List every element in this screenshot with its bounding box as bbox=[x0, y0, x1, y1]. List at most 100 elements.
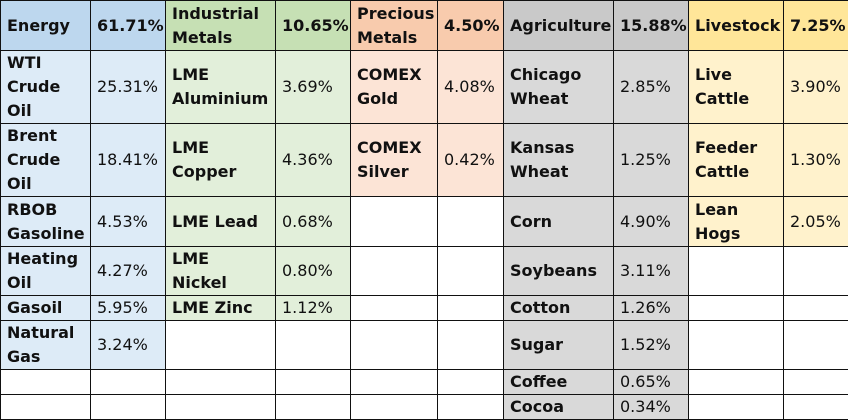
empty-cell bbox=[351, 370, 438, 395]
empty-cell bbox=[438, 321, 504, 370]
empty-cell bbox=[351, 296, 438, 321]
commodity-name: Coffee bbox=[504, 370, 614, 395]
empty-cell bbox=[166, 321, 276, 370]
empty-cell bbox=[438, 296, 504, 321]
empty-cell bbox=[351, 321, 438, 370]
empty-cell bbox=[784, 321, 848, 370]
commodity-weight: 0.65% bbox=[614, 370, 689, 395]
commodity-name: WTI Crude Oil bbox=[1, 51, 91, 124]
commodity-name: Feeder Cattle bbox=[689, 124, 784, 197]
empty-cell bbox=[784, 247, 848, 296]
sector-weight: 61.71% bbox=[91, 1, 166, 51]
empty-cell bbox=[689, 370, 784, 395]
empty-cell bbox=[438, 197, 504, 247]
commodity-weight: 4.27% bbox=[91, 247, 166, 296]
empty-cell bbox=[689, 296, 784, 321]
commodity-name: Live Cattle bbox=[689, 51, 784, 124]
commodity-weight: 25.31% bbox=[91, 51, 166, 124]
commodity-name: LME Nickel bbox=[166, 247, 276, 296]
commodity-weight: 0.34% bbox=[614, 395, 689, 420]
commodity-weight: 3.24% bbox=[91, 321, 166, 370]
commodity-weight: 2.05% bbox=[784, 197, 848, 247]
commodity-name: Heating Oil bbox=[1, 247, 91, 296]
sector-name: Industrial Metals bbox=[166, 1, 276, 51]
empty-cell bbox=[438, 395, 504, 420]
empty-cell bbox=[784, 395, 848, 420]
commodity-weight: 4.08% bbox=[438, 51, 504, 124]
empty-cell bbox=[1, 370, 91, 395]
commodity-name: Cocoa bbox=[504, 395, 614, 420]
commodity-weight: 5.95% bbox=[91, 296, 166, 321]
empty-cell bbox=[438, 247, 504, 296]
commodity-name: Gasoil bbox=[1, 296, 91, 321]
commodity-name: Natural Gas bbox=[1, 321, 91, 370]
empty-cell bbox=[438, 370, 504, 395]
empty-cell bbox=[351, 247, 438, 296]
commodity-name: Sugar bbox=[504, 321, 614, 370]
empty-cell bbox=[689, 247, 784, 296]
sector-name: Livestock bbox=[689, 1, 784, 51]
commodity-name: COMEX Silver bbox=[351, 124, 438, 197]
empty-cell bbox=[1, 395, 91, 420]
commodity-weight: 3.11% bbox=[614, 247, 689, 296]
sector-name: Agriculture bbox=[504, 1, 614, 51]
empty-cell bbox=[276, 395, 351, 420]
commodity-weight: 3.90% bbox=[784, 51, 848, 124]
empty-cell bbox=[784, 296, 848, 321]
commodity-name: Brent Crude Oil bbox=[1, 124, 91, 197]
commodity-name: Lean Hogs bbox=[689, 197, 784, 247]
empty-cell bbox=[351, 395, 438, 420]
sector-name: Precious Metals bbox=[351, 1, 438, 51]
sector-weight: 10.65% bbox=[276, 1, 351, 51]
empty-cell bbox=[276, 370, 351, 395]
commodity-name: Corn bbox=[504, 197, 614, 247]
sector-weight: 4.50% bbox=[438, 1, 504, 51]
empty-cell bbox=[276, 321, 351, 370]
empty-cell bbox=[91, 370, 166, 395]
empty-cell bbox=[689, 395, 784, 420]
empty-cell bbox=[166, 370, 276, 395]
commodity-weight: 1.12% bbox=[276, 296, 351, 321]
commodity-name: Kansas Wheat bbox=[504, 124, 614, 197]
commodity-weight: 1.52% bbox=[614, 321, 689, 370]
empty-cell bbox=[166, 395, 276, 420]
empty-cell bbox=[689, 321, 784, 370]
commodity-weight: 0.80% bbox=[276, 247, 351, 296]
empty-cell bbox=[351, 197, 438, 247]
commodity-name: COMEX Gold bbox=[351, 51, 438, 124]
empty-cell bbox=[784, 370, 848, 395]
commodity-name: LME Aluminium bbox=[166, 51, 276, 124]
sector-weight: 7.25% bbox=[784, 1, 848, 51]
commodity-weight: 4.36% bbox=[276, 124, 351, 197]
sector-weight: 15.88% bbox=[614, 1, 689, 51]
commodity-weight: 1.25% bbox=[614, 124, 689, 197]
commodity-name: LME Zinc bbox=[166, 296, 276, 321]
commodity-weight: 2.85% bbox=[614, 51, 689, 124]
commodity-weight: 0.68% bbox=[276, 197, 351, 247]
commodity-name: Cotton bbox=[504, 296, 614, 321]
commodity-weight: 3.69% bbox=[276, 51, 351, 124]
commodity-name: RBOB Gasoline bbox=[1, 197, 91, 247]
commodity-weight: 1.26% bbox=[614, 296, 689, 321]
commodity-name: LME Copper bbox=[166, 124, 276, 197]
commodity-name: Soybeans bbox=[504, 247, 614, 296]
commodity-weight: 0.42% bbox=[438, 124, 504, 197]
commodity-weight: 4.90% bbox=[614, 197, 689, 247]
empty-cell bbox=[91, 395, 166, 420]
commodity-weight: 1.30% bbox=[784, 124, 848, 197]
sector-name: Energy bbox=[1, 1, 91, 51]
commodity-name: Chicago Wheat bbox=[504, 51, 614, 124]
commodity-weight: 4.53% bbox=[91, 197, 166, 247]
